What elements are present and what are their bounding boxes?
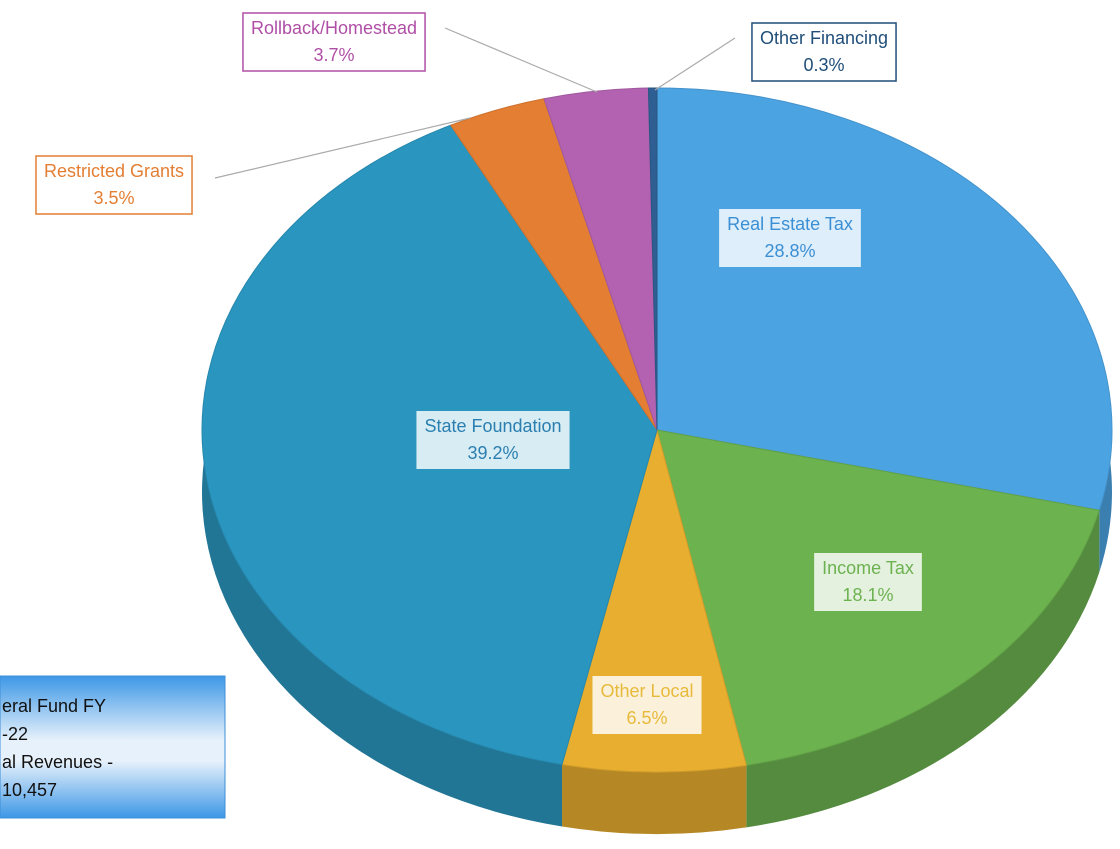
value-label: 3.7% — [313, 45, 354, 65]
value-label: 28.8% — [764, 241, 815, 261]
data-label: Rollback/Homestead 3.7% — [242, 12, 426, 72]
text-box — [0, 675, 226, 819]
category-label: State Foundation — [424, 416, 561, 436]
label-box — [592, 676, 702, 734]
text-box-line: al Revenues - — [2, 752, 113, 772]
category-label: Restricted Grants — [44, 161, 184, 181]
category-label: Rollback/Homestead — [251, 18, 417, 38]
data-label: Income Tax 18.1% — [814, 553, 922, 611]
data-label: Restricted Grants 3.5% — [35, 155, 193, 215]
category-label: Income Tax — [822, 558, 914, 578]
value-label: 0.3% — [803, 55, 844, 75]
data-label: State Foundation 39.2% — [416, 411, 570, 469]
leader-line — [654, 37, 736, 91]
label-box — [35, 155, 193, 215]
leader-line — [444, 27, 598, 93]
slice-side — [746, 510, 1100, 828]
value-label: 39.2% — [467, 443, 518, 463]
value-label: 18.1% — [842, 585, 893, 605]
text-box-line: eral Fund FY — [2, 696, 106, 716]
slice-side — [562, 764, 747, 834]
label-box — [242, 12, 426, 72]
label-box — [719, 209, 861, 267]
data-label: Other Financing 0.3% — [751, 22, 897, 82]
label-box — [814, 553, 922, 611]
value-label: 6.5% — [626, 708, 667, 728]
data-label: Other Local 6.5% — [592, 676, 702, 734]
category-label: Real Estate Tax — [727, 214, 853, 234]
label-box — [751, 22, 897, 82]
category-label: Other Financing — [760, 28, 888, 48]
label-box — [416, 411, 570, 469]
category-label: Other Local — [600, 681, 693, 701]
text-box-line: 10,457 — [2, 780, 57, 800]
slice-side — [202, 125, 563, 827]
leader-line — [214, 117, 471, 179]
value-label: 3.5% — [93, 188, 134, 208]
data-label: Real Estate Tax 28.8% — [719, 209, 861, 267]
text-box-line: -22 — [2, 724, 28, 744]
slice — [656, 87, 1113, 511]
